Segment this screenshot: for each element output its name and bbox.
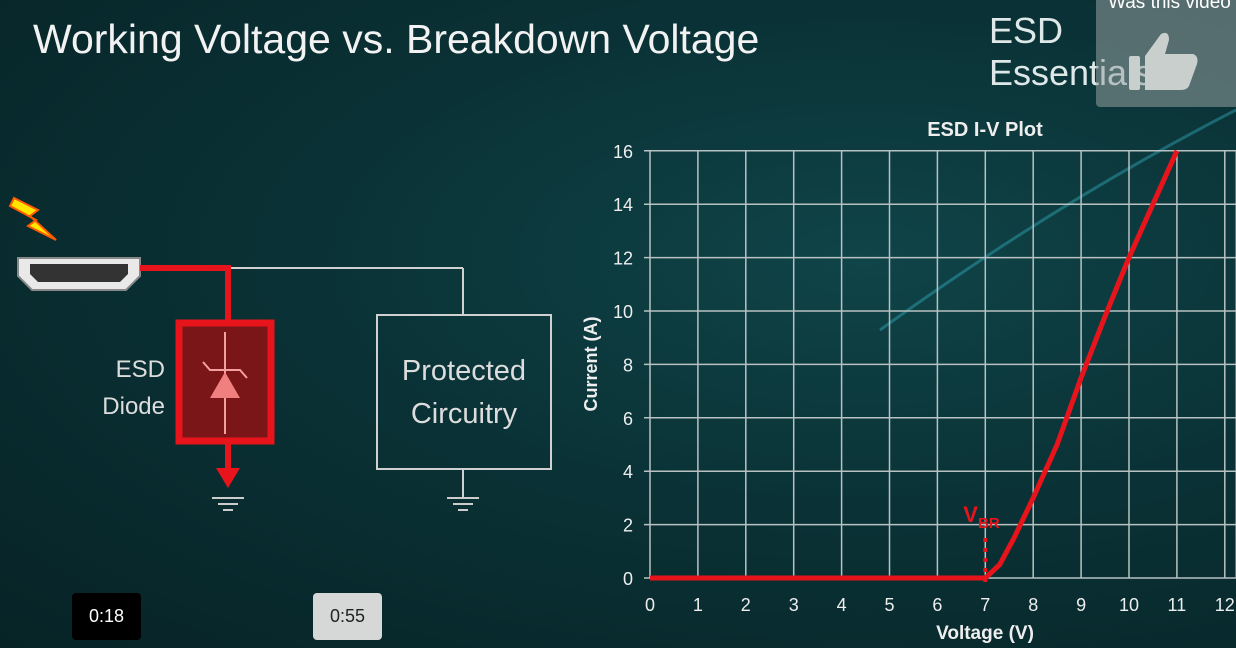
hdmi-connector-icon (17, 257, 141, 291)
ground-icon (212, 497, 244, 511)
thumbs-up-icon[interactable] (1127, 30, 1199, 92)
x-tick-label: 12 (1215, 595, 1235, 615)
lightning-icon (8, 196, 57, 241)
x-tick-label: 11 (1168, 595, 1187, 615)
x-tick-label: 8 (1028, 595, 1038, 615)
x-tick-label: 1 (693, 595, 703, 615)
vbr-label: VBR (963, 502, 1000, 532)
y-tick-label: 12 (613, 249, 633, 269)
x-tick-label: 6 (932, 595, 942, 615)
y-tick-label: 4 (623, 462, 633, 482)
iv-curve-line (650, 149, 1180, 581)
time-marker[interactable]: 0:55 (313, 593, 382, 640)
diode-label-line1: ESD (116, 356, 165, 383)
x-tick-label: 9 (1076, 595, 1086, 615)
y-tick-label: 0 (623, 569, 633, 589)
x-tick-label: 4 (837, 595, 847, 615)
x-tick-label: 3 (789, 595, 799, 615)
feedback-prompt: Was this video (1108, 0, 1231, 13)
x-tick-label: 10 (1119, 595, 1139, 615)
circuit-label-line1: Protected (402, 355, 526, 387)
x-axis-label: Voltage (V) (936, 623, 1034, 644)
tvs-diode-icon (202, 332, 248, 434)
diode-label-line2: Diode (102, 393, 165, 420)
time-marker[interactable]: 0:18 (72, 593, 141, 640)
circuit-diagram: ESD Diode Protected Circuitry (8, 196, 552, 511)
arrow-down-icon (216, 468, 240, 488)
y-axis-label: Current (A) (581, 317, 601, 412)
ground-icon (447, 497, 479, 511)
y-tick-label: 14 (613, 195, 633, 215)
x-tick-label: 0 (645, 595, 655, 615)
y-tick-label: 6 (623, 409, 633, 429)
decorative-swoosh (879, 108, 1236, 332)
slide-title: Working Voltage vs. Breakdown Voltage (33, 16, 760, 62)
chart-title: ESD I-V Plot (927, 119, 1043, 141)
x-tick-label: 7 (980, 595, 990, 615)
y-tick-label: 8 (623, 355, 633, 375)
y-tick-label: 2 (623, 516, 633, 536)
y-tick-label: 10 (613, 302, 633, 322)
x-tick-label: 2 (741, 595, 751, 615)
x-tick-label: 5 (884, 595, 894, 615)
y-tick-label: 16 (613, 142, 633, 162)
circuit-label-line2: Circuitry (411, 398, 518, 430)
protected-circuitry-box (376, 314, 552, 470)
